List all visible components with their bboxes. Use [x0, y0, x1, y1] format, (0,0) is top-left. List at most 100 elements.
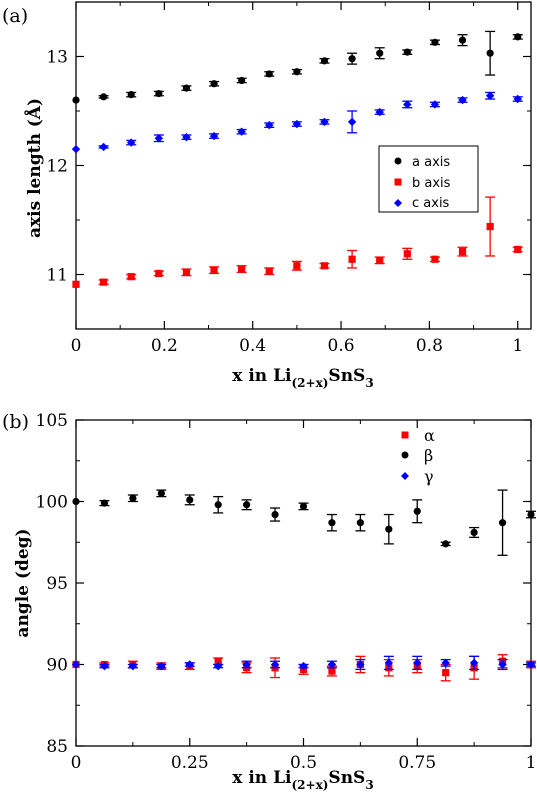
data-point — [100, 499, 109, 507]
data-point — [442, 669, 450, 677]
panel-a-xlabel-sub: (2+x) — [292, 376, 329, 390]
data-point — [214, 501, 222, 509]
panel-a-xlabel: x in Li(2+x)SnS3 — [232, 366, 373, 390]
data-point — [526, 660, 536, 669]
data-point — [210, 266, 218, 274]
legend-label-a-axis: a axis — [412, 155, 450, 170]
data-point — [442, 540, 450, 548]
data-point — [413, 658, 422, 668]
data-point — [375, 107, 384, 117]
panel-a-xlabel-sub2: 3 — [365, 376, 373, 390]
data-point — [238, 76, 246, 85]
data-point — [210, 80, 218, 88]
data-point — [100, 278, 108, 286]
legend-label-gamma: γ — [424, 467, 434, 486]
panel-b-ytick-label: 105 — [36, 411, 68, 431]
data-point — [100, 93, 108, 101]
panel-b-xlabel-main: x in Li — [232, 768, 292, 788]
data-point — [486, 49, 494, 57]
legend-label-b-axis: b axis — [412, 176, 451, 191]
data-point — [527, 510, 535, 519]
data-point — [293, 68, 301, 76]
data-point — [431, 38, 439, 46]
data-point — [403, 48, 411, 56]
panel-b-xtick-label: 0 — [71, 753, 82, 773]
panel-a-xtick-label: 0.6 — [328, 336, 355, 356]
legend-marker-a-axis — [394, 157, 402, 165]
panel-b-xtick-label: 0.5 — [290, 753, 317, 773]
legend-label-beta: β — [424, 446, 433, 465]
data-point — [72, 280, 80, 288]
data-point — [214, 657, 222, 665]
data-point — [242, 660, 251, 669]
legend-marker-alpha — [401, 431, 409, 439]
data-point — [485, 91, 495, 100]
data-point — [270, 660, 280, 669]
data-point — [265, 267, 273, 275]
panel-a-xtick-label: 0.2 — [151, 336, 178, 356]
data-point — [299, 661, 308, 671]
panel-b-xlabel-sub: (2+x) — [292, 778, 329, 792]
data-point — [514, 33, 522, 41]
data-point — [292, 119, 302, 129]
panel-b-ytick-label: 100 — [36, 493, 68, 513]
data-point — [458, 36, 467, 44]
panel-a-label: (a) — [2, 5, 28, 27]
data-point — [486, 222, 494, 231]
data-point — [376, 49, 384, 57]
data-point — [185, 660, 194, 669]
data-point — [154, 134, 164, 143]
data-point — [127, 138, 136, 147]
data-point — [385, 525, 393, 533]
panel-a-legend: a axis b axis c axis — [378, 145, 479, 213]
panel-b-ylabel: angle (deg) — [13, 528, 33, 637]
data-point — [209, 131, 219, 141]
legend-label-c-axis: c axis — [412, 196, 450, 211]
data-point — [157, 489, 165, 497]
data-point — [498, 660, 507, 669]
data-point — [238, 265, 246, 273]
data-point — [403, 100, 412, 109]
data-point — [431, 255, 439, 263]
panel-b-xtick-label: 0.25 — [171, 753, 209, 773]
panel-b-xlabel: x in Li(2+x)SnS3 — [232, 768, 373, 792]
data-point — [513, 94, 522, 104]
data-point — [271, 510, 279, 519]
data-point — [155, 89, 163, 98]
panel-a-series-0 — [72, 30, 523, 104]
data-point — [328, 667, 336, 675]
data-point — [72, 96, 80, 104]
panel-b-xlabel-mid: SnS — [328, 768, 365, 788]
data-point — [356, 660, 365, 669]
panel-a-xlabel-main: x in Li — [232, 366, 292, 386]
data-point — [155, 269, 163, 278]
data-point — [327, 660, 337, 669]
panel-a-ylabel: axis length (Å) — [23, 98, 45, 238]
legend-marker-b-axis — [394, 178, 402, 186]
panel-b-ytick-label: 85 — [46, 737, 68, 757]
data-point — [458, 95, 467, 105]
panel-b-xtick-label: 1 — [526, 753, 537, 773]
panel-b-angles: (b) 0 0.25 0.5 0.75 1 85 90 95 100 105 angle (deg… — [2, 411, 536, 792]
data-point — [347, 117, 357, 127]
panel-a-ytick-label: 12 — [46, 157, 68, 177]
data-point — [186, 496, 194, 504]
data-point — [100, 661, 109, 671]
data-point — [293, 262, 301, 270]
panel-a-ytick-label: 11 — [46, 266, 68, 286]
data-point — [157, 661, 166, 671]
data-point — [320, 262, 329, 270]
panel-a-xtick-label: 0.4 — [239, 336, 266, 356]
panel-a-xtick-label: 1 — [512, 336, 523, 356]
data-point — [71, 660, 81, 669]
data-point — [129, 494, 137, 502]
panel-a-xtick-label: 0.8 — [416, 336, 443, 356]
legend-marker-c-axis — [394, 199, 402, 207]
legend-marker-beta — [401, 451, 409, 459]
data-point — [470, 528, 478, 537]
data-point — [384, 658, 394, 668]
data-point — [128, 661, 138, 671]
data-point — [299, 502, 308, 510]
